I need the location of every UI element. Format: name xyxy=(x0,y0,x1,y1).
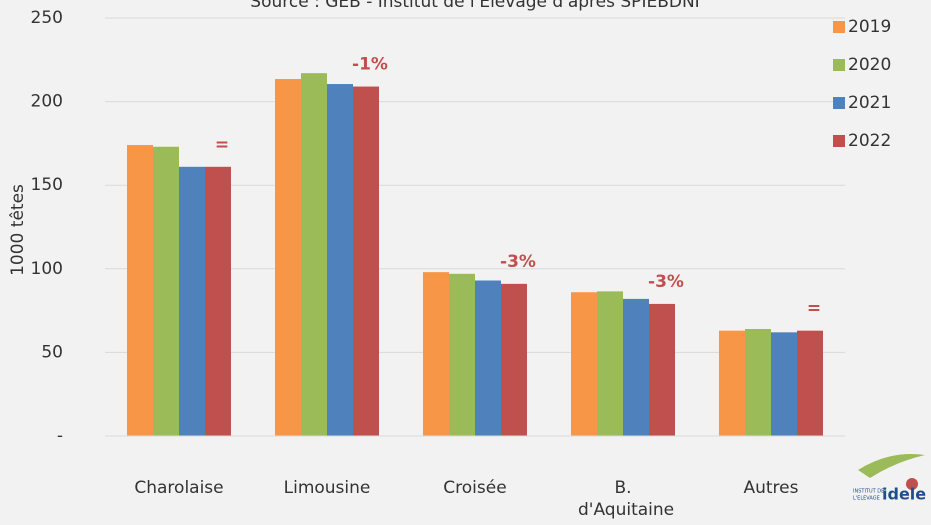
bar xyxy=(301,73,327,437)
legend-swatch xyxy=(833,135,845,147)
bar xyxy=(179,166,205,437)
y-axis-label: 1000 têtes xyxy=(8,184,28,276)
y-tick-label: 150 xyxy=(31,175,63,195)
annotation: = xyxy=(215,135,229,155)
logo: INSTITUT DE L'ELEVAGE idele xyxy=(853,454,926,504)
x-tick-label: Charolaise xyxy=(134,478,224,498)
legend-label: 2022 xyxy=(848,131,891,151)
y-tick-label: 200 xyxy=(31,92,63,112)
bar xyxy=(153,146,179,436)
bar xyxy=(327,84,353,436)
annotation: -3% xyxy=(648,272,684,292)
x-tick-label: Croisée xyxy=(443,478,507,498)
bar xyxy=(719,330,745,436)
logo-dot xyxy=(906,478,918,490)
annotation: = xyxy=(807,299,821,319)
bar xyxy=(623,298,649,436)
bar xyxy=(745,328,771,436)
bar xyxy=(275,79,301,436)
legend-label: 2019 xyxy=(848,17,891,37)
bar xyxy=(571,292,597,436)
x-tick-label: B. d'Aquitaine xyxy=(578,478,675,520)
logo-text: INSTITUT DE xyxy=(853,489,884,495)
x-tick-label: Limousine xyxy=(283,478,371,498)
y-tick-label: 100 xyxy=(31,259,63,279)
legend-swatch xyxy=(833,59,845,71)
bar xyxy=(475,280,501,436)
logo-brand: idele xyxy=(882,485,926,504)
y-tick-label: - xyxy=(57,426,63,446)
annotation: -1% xyxy=(352,55,388,75)
logo-text: L'ELEVAGE xyxy=(853,496,880,502)
legend-label: 2021 xyxy=(848,93,891,113)
legend-swatch xyxy=(833,21,845,33)
y-tick-label: 250 xyxy=(31,8,63,28)
legend-label: 2020 xyxy=(848,55,891,75)
chart-title: Source : GEB - Institut de l'Elevage d'a… xyxy=(250,0,699,12)
logo-swoosh xyxy=(858,454,925,478)
bar xyxy=(597,291,623,436)
bar xyxy=(449,273,475,436)
bar xyxy=(205,166,231,437)
y-tick-label: 50 xyxy=(41,342,63,362)
bar xyxy=(797,330,823,436)
annotation: -3% xyxy=(500,252,536,272)
bar xyxy=(771,332,797,436)
bar xyxy=(127,145,153,436)
legend-swatch xyxy=(833,97,845,109)
x-tick-label: Autres xyxy=(743,478,799,498)
bar xyxy=(423,272,449,436)
bar xyxy=(649,303,675,436)
bar xyxy=(501,283,527,436)
bar xyxy=(353,86,379,436)
